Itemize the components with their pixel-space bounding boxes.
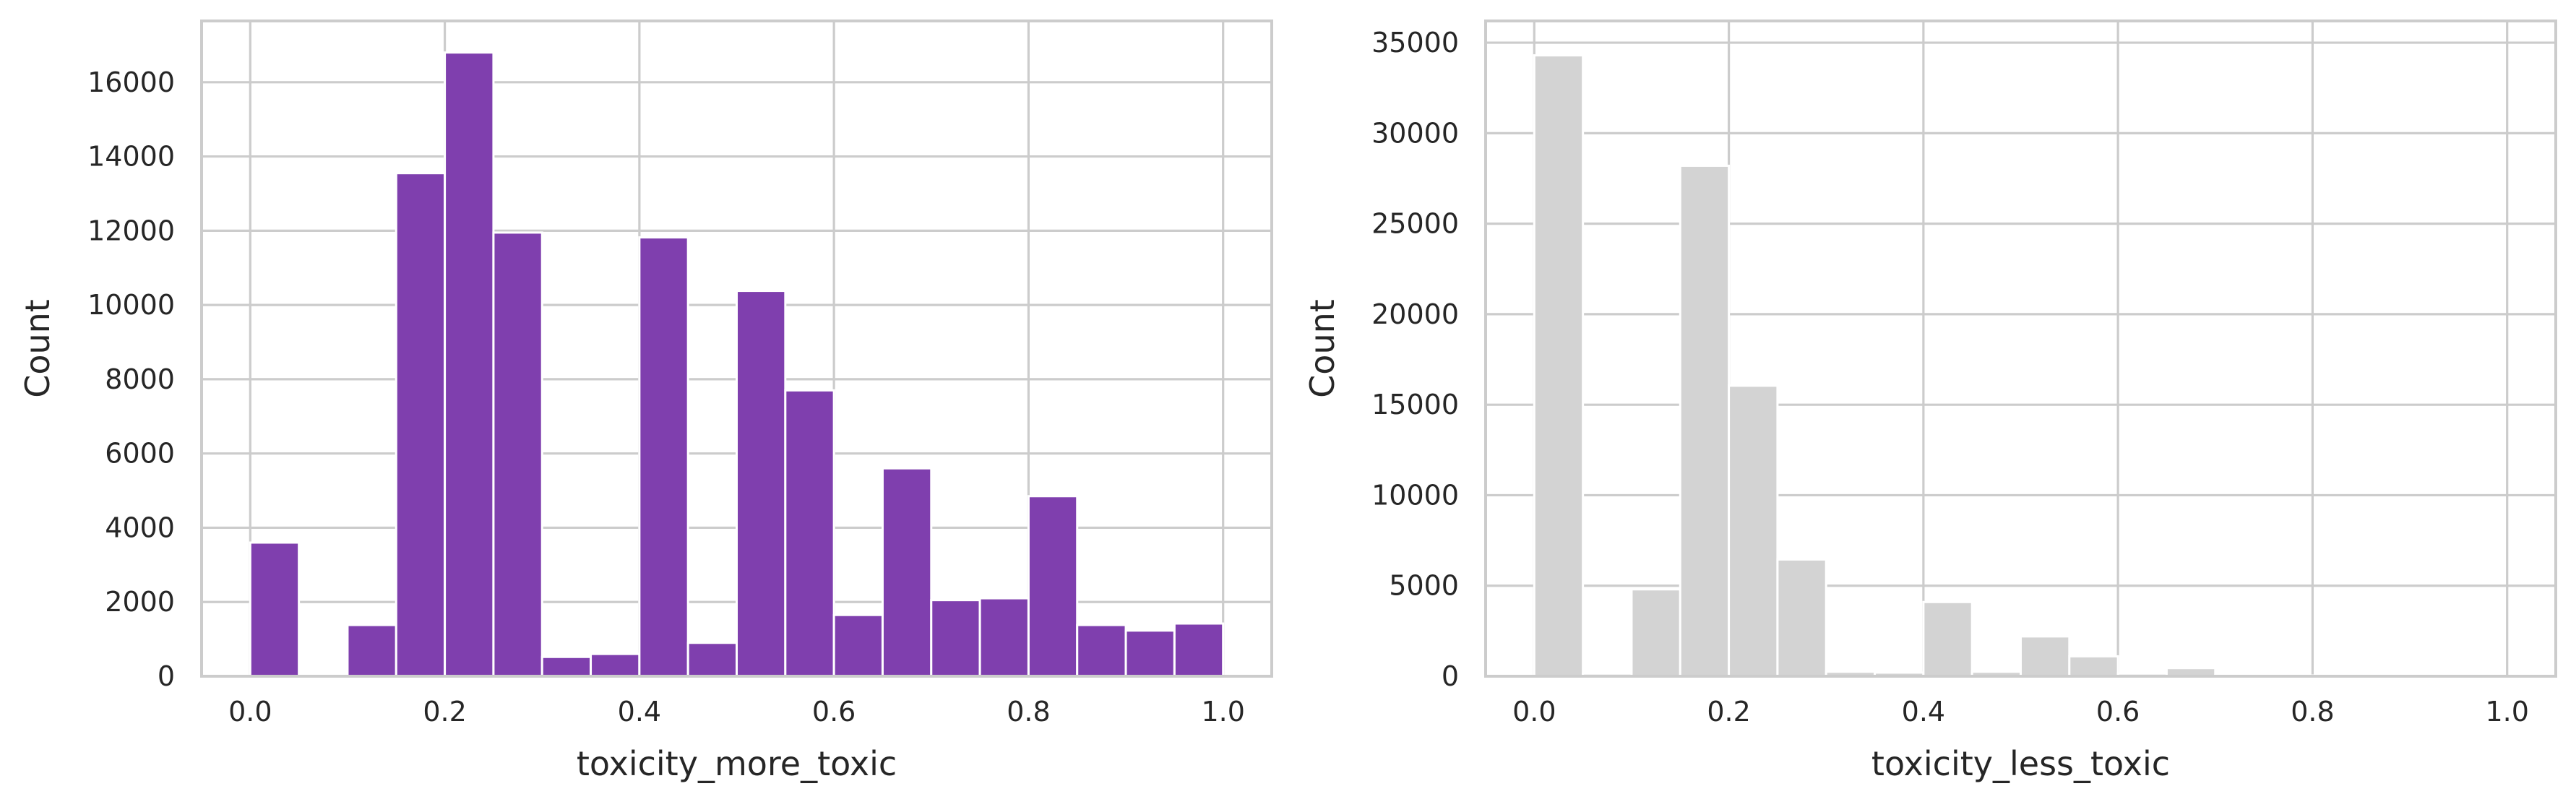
histogram-bar	[540, 655, 593, 678]
histogram-bar	[2020, 635, 2071, 678]
histogram-bar	[2068, 655, 2119, 678]
histogram-bar	[638, 236, 689, 678]
x-tick-label: 0.2	[423, 696, 466, 728]
y-axis-label: Count	[1303, 299, 1342, 398]
histogram-bar	[1776, 558, 1827, 678]
histogram-bar	[930, 599, 981, 678]
x-axis-label: toxicity_more_toxic	[577, 744, 897, 783]
x-tick-label: 1.0	[2485, 696, 2528, 728]
y-axis-label: Count	[18, 299, 57, 398]
y-tick-label: 0	[1442, 660, 1459, 692]
x-tick-label: 0.6	[2096, 696, 2140, 728]
histogram-bar	[1027, 495, 1079, 678]
y-tick-label: 16000	[87, 66, 175, 98]
histogram-bar	[395, 172, 447, 678]
x-axis-label: toxicity_less_toxic	[1871, 744, 2170, 783]
histogram-bar	[346, 623, 397, 678]
x-tick-label: 0.4	[1902, 696, 1945, 728]
chart-panel-2: 0.0 0.2 0.4 0.6 0.8 1.0 0 5000 10000 15000 20000 25…	[1303, 20, 2557, 783]
y-tick-label: 8000	[105, 363, 175, 395]
x-tick-label: 0.8	[1007, 696, 1050, 728]
histogram-bar	[1173, 622, 1225, 678]
y-tick-label: 35000	[1371, 27, 1459, 59]
plot-frame	[200, 20, 1273, 678]
histogram-bar	[736, 290, 787, 678]
y-tick-label: 15000	[1371, 389, 1459, 420]
y-tick-label: 30000	[1371, 117, 1459, 149]
histogram-bar	[492, 231, 543, 678]
histogram-bar	[832, 613, 884, 678]
x-tick-label: 0.0	[1512, 696, 1556, 728]
x-tick-label: 0.4	[618, 696, 661, 728]
histogram-bar	[1922, 600, 1973, 678]
histogram-bar	[249, 541, 301, 678]
x-tick-label: 1.0	[1201, 696, 1244, 728]
y-tick-label: 20000	[1371, 298, 1459, 330]
histogram-bar	[784, 389, 835, 678]
y-tick-label: 12000	[87, 215, 175, 246]
y-tick-label: 14000	[87, 141, 175, 173]
histogram-bar	[1630, 588, 1681, 678]
y-tick-label: 0	[158, 660, 175, 692]
y-tick-label: 2000	[105, 586, 175, 618]
x-tick-label: 0.8	[2291, 696, 2334, 728]
y-tick-label: 4000	[105, 512, 175, 543]
y-tick-label: 6000	[105, 438, 175, 470]
histogram-bar	[881, 467, 933, 678]
y-tick-label: 5000	[1389, 570, 1459, 602]
histogram-bar	[1728, 384, 1779, 678]
histogram-bar	[1533, 54, 1585, 678]
histogram-bar	[686, 642, 738, 678]
y-tick-label: 10000	[1371, 479, 1459, 511]
x-tick-label: 0.6	[812, 696, 856, 728]
histogram-bar	[1124, 629, 1176, 678]
histogram-bar	[978, 597, 1030, 678]
histogram-bar	[1679, 164, 1731, 678]
y-tick-label: 10000	[87, 289, 175, 321]
histogram-bar	[1076, 623, 1127, 678]
histogram-bar	[444, 51, 495, 678]
chart-panel-1: 0.0 0.2 0.4 0.6 0.8 1.0 0 2000 4000 6000 8000 10000…	[18, 20, 1273, 783]
y-tick-label: 25000	[1371, 208, 1459, 240]
histogram-bar	[590, 652, 641, 678]
x-tick-label: 0.0	[228, 696, 272, 728]
x-tick-label: 0.2	[1707, 696, 1750, 728]
plot-frame	[1484, 20, 2557, 678]
